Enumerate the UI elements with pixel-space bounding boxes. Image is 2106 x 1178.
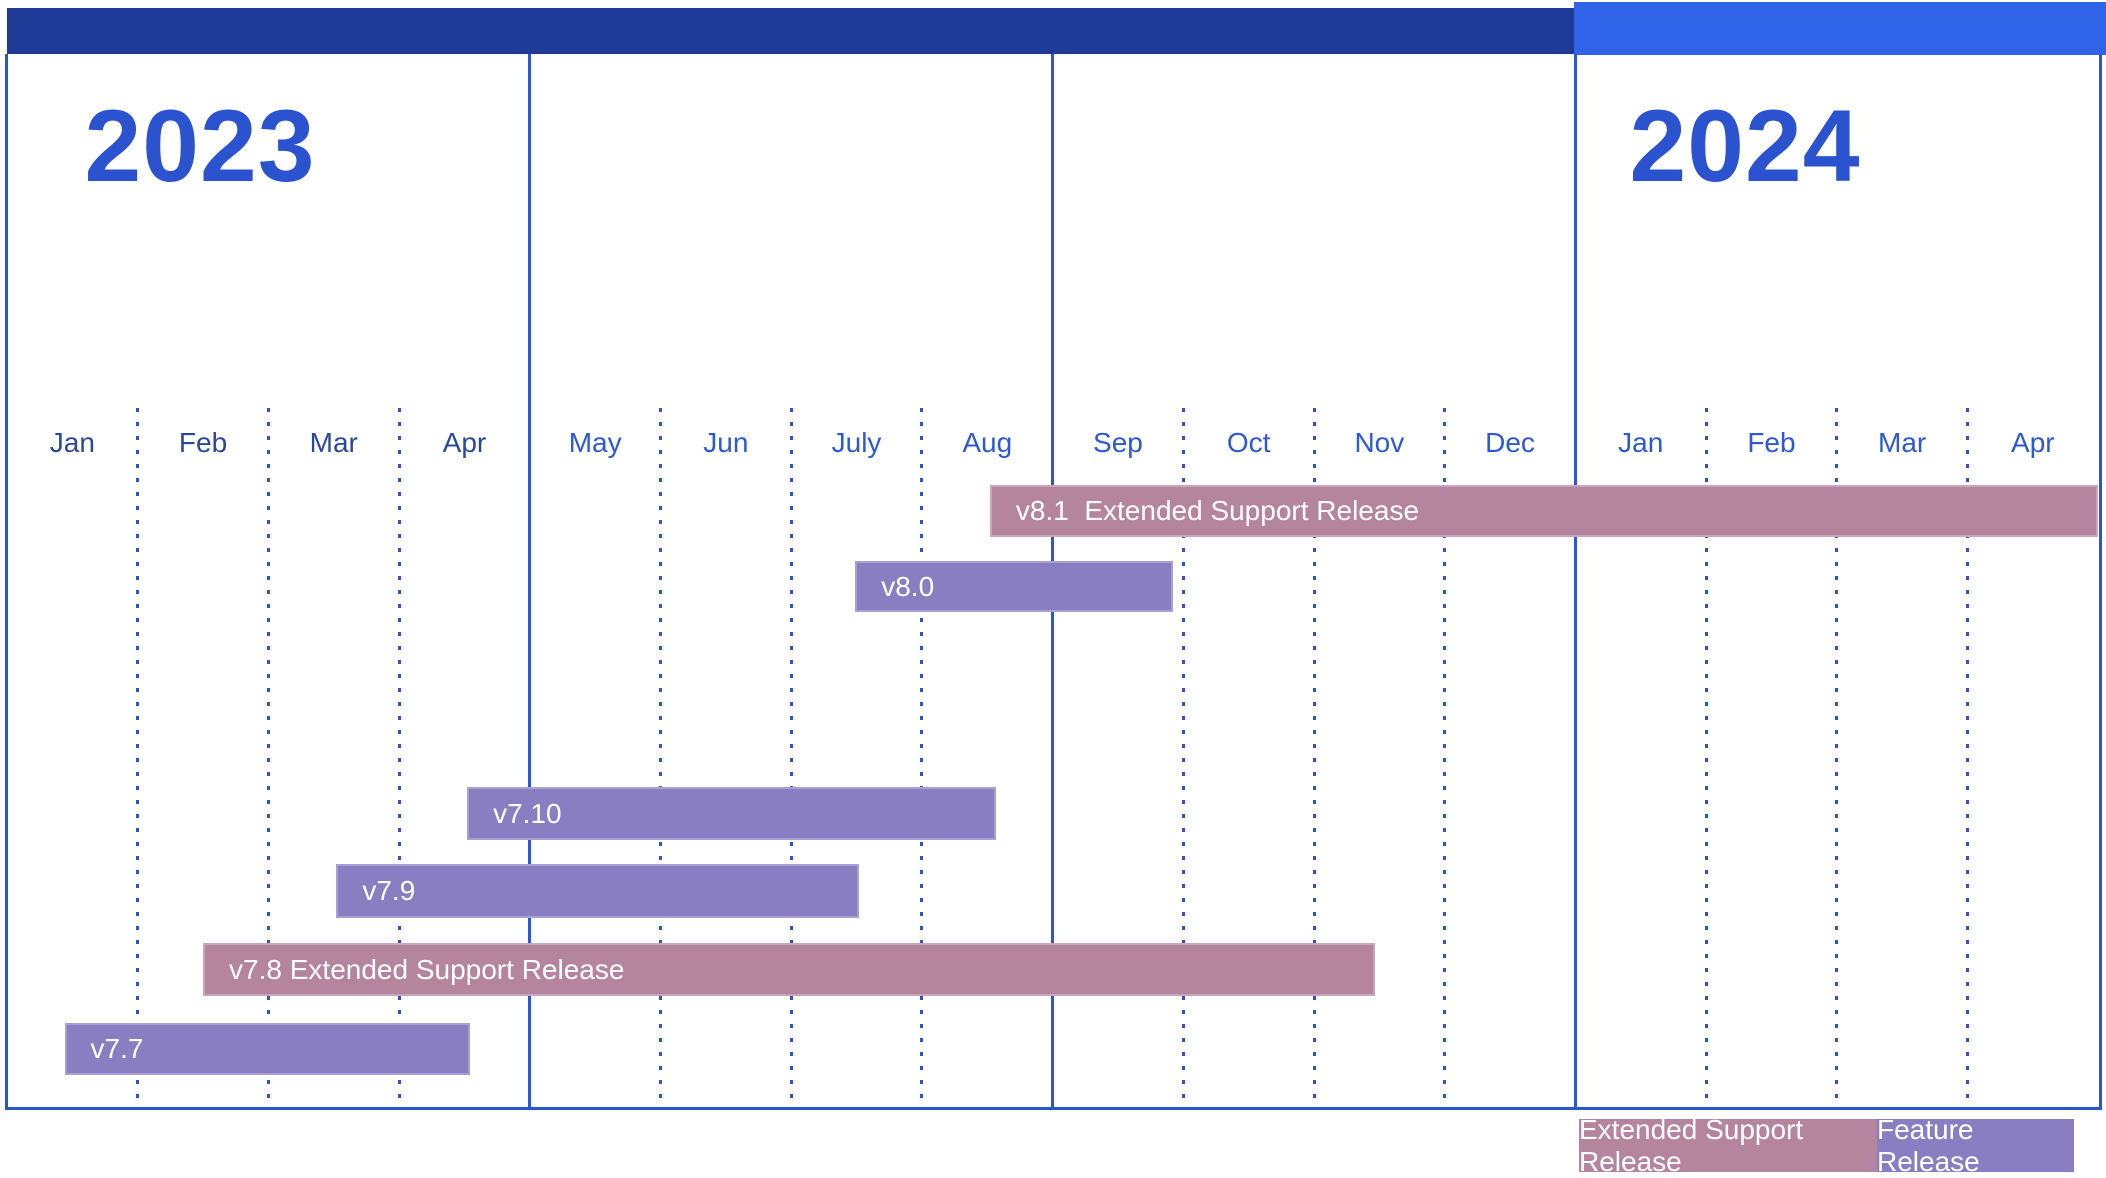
section-line-4 [528, 54, 532, 1107]
month-dotted-line-14 [1835, 408, 1839, 1105]
month-label-8-sep: Sep [1093, 427, 1143, 458]
bar-v7.7: v7.7 [64, 1023, 470, 1075]
legend-feature-release: Feature Release [1877, 1114, 2074, 1177]
month-dotted-line-6 [789, 408, 793, 1105]
month-label-13-feb: Feb [1747, 427, 1796, 458]
legend-feature-label: Feature Release [1877, 1113, 1980, 1177]
month-dotted-line-5 [659, 408, 662, 1105]
year-2023-header-bar [7, 8, 1574, 54]
month-label-14-mar: Mar [1878, 427, 1927, 458]
month-dotted-line-13 [1704, 408, 1708, 1105]
month-label-3-apr: Apr [442, 427, 487, 458]
year-2023-title: 2023 [84, 89, 316, 203]
month-label-15-apr: Apr [2011, 427, 2055, 458]
chart-frame [5, 54, 2102, 1110]
legend-extended-support-release: Extended Support Release [1579, 1114, 1877, 1177]
month-label-9-oct: Oct [1226, 427, 1271, 458]
bar-v7.9: v7.9 [336, 864, 860, 918]
month-dotted-line-7 [920, 408, 924, 1105]
month-label-6-july: July [831, 427, 882, 458]
month-label-0-jan: Jan [49, 427, 95, 458]
bar-v8.0: v8.0 [855, 561, 1173, 612]
month-dotted-line-1 [136, 408, 140, 1105]
month-label-4-may: May [568, 427, 622, 458]
month-label-11-dec: Dec [1485, 427, 1535, 458]
year-2024-title: 2024 [1629, 89, 1861, 203]
year-2024-header-bar [1574, 2, 2106, 55]
month-dotted-line-10 [1312, 408, 1316, 1105]
bar-v7.10: v7.10 [467, 787, 997, 840]
bar-v8.1: v8.1 Extended Support Release [989, 485, 2099, 537]
section-line-12 [1573, 54, 1577, 1107]
month-label-10-nov: Nov [1354, 427, 1405, 458]
month-label-5-jun: Jun [703, 427, 749, 458]
month-dotted-line-15 [1966, 408, 1969, 1105]
month-dotted-line-2 [266, 408, 270, 1105]
month-label-12-jan: Jan [1618, 427, 1664, 458]
month-dotted-line-9 [1181, 408, 1185, 1105]
bar-v7.8: v7.8 Extended Support Release [203, 943, 1376, 996]
month-label-7-aug: Aug [962, 427, 1013, 458]
month-dotted-line-3 [397, 408, 401, 1105]
month-label-2-mar: Mar [309, 427, 358, 458]
month-label-1-feb: Feb [178, 427, 228, 458]
month-dotted-line-11 [1443, 408, 1447, 1105]
legend-extended-support-label: Extended Support Release [1579, 1113, 1804, 1177]
